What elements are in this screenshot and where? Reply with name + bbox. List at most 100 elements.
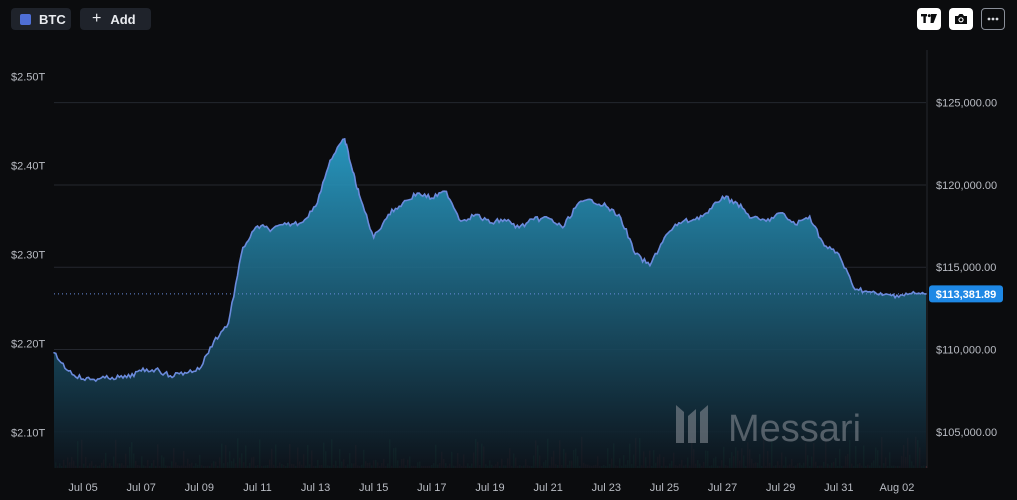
price-area-fill: [54, 138, 926, 468]
data-point: [547, 217, 549, 219]
data-point: [154, 368, 157, 371]
data-point: [460, 220, 462, 222]
messari-logo-icon: [676, 405, 708, 443]
current-price-tag: $113,381.89: [929, 285, 1003, 303]
x-axis-tick-label: Jul 15: [359, 482, 388, 494]
x-axis-tick-label: Jul 25: [650, 482, 679, 494]
more-options-icon[interactable]: [981, 8, 1005, 30]
data-point: [896, 294, 898, 296]
x-axis-tick-label: Jul 29: [766, 482, 795, 494]
data-point: [445, 190, 448, 193]
data-point: [67, 370, 70, 372]
data-point: [590, 199, 593, 201]
x-axis-tick-label: Jul 31: [824, 482, 853, 494]
left-axis-tick-label: $2.50T: [11, 72, 46, 84]
right-axis-tick-label: $110,000.00: [936, 345, 996, 357]
data-point: [794, 223, 796, 226]
watermark-text: Messari: [728, 408, 861, 450]
right-axis-tick-label: $120,000.00: [936, 180, 997, 192]
right-axis: $105,000.00 $110,000.00 $115,000.00 $120,00…: [936, 98, 997, 439]
x-axis-tick-label: Aug 02: [879, 482, 914, 494]
right-axis-tick-label: $105,000.00: [936, 427, 997, 439]
data-point: [82, 378, 84, 380]
data-point: [402, 202, 404, 204]
current-price-label: $113,381.89: [936, 289, 997, 301]
add-label: Add: [110, 11, 136, 27]
data-point: [808, 215, 811, 217]
x-axis-tick-label: Jul 05: [68, 482, 97, 494]
data-point: [707, 212, 709, 214]
data-point: [387, 213, 390, 216]
tradingview-logo-icon[interactable]: [917, 8, 941, 30]
data-point: [285, 223, 288, 226]
left-axis-tick-label: $2.30T: [11, 250, 46, 262]
x-axis-tick-label: Jul 23: [592, 482, 621, 494]
messari-watermark: Messari: [676, 405, 861, 450]
data-point: [184, 371, 186, 374]
left-axis-tick-label: $2.20T: [11, 338, 46, 350]
data-point: [852, 286, 855, 288]
data-point: [503, 218, 506, 221]
data-point: [198, 368, 201, 371]
data-point: [416, 192, 419, 194]
asset-color-swatch: [20, 13, 31, 25]
data-point: [765, 220, 767, 222]
x-axis-tick-label: Jul 27: [708, 482, 737, 494]
data-point: [663, 236, 666, 239]
add-asset-button[interactable]: + Add: [80, 8, 151, 30]
data-point: [634, 253, 637, 255]
data-point: [431, 197, 433, 199]
data-point: [649, 264, 651, 267]
data-point: [678, 222, 680, 224]
data-point: [271, 228, 273, 231]
data-point: [736, 202, 738, 204]
data-point: [256, 225, 259, 227]
price-area: [53, 137, 927, 468]
data-point: [213, 340, 215, 343]
data-point: [692, 218, 695, 221]
x-axis-tick-label: Jul 21: [533, 482, 562, 494]
data-point: [358, 194, 361, 196]
data-point: [140, 370, 142, 372]
data-point: [838, 253, 840, 255]
data-point: [620, 217, 622, 219]
data-point: [227, 322, 230, 325]
data-point: [489, 222, 491, 224]
left-axis: $2.10T $2.20T $2.30T $2.40T $2.50T: [11, 72, 46, 440]
plus-icon: +: [92, 10, 102, 27]
data-point: [242, 246, 244, 249]
x-axis-tick-label: Jul 11: [243, 482, 272, 494]
data-point: [881, 294, 884, 296]
data-point: [169, 375, 172, 377]
data-point: [329, 159, 331, 162]
asset-chip-btc[interactable]: BTC: [11, 8, 71, 30]
data-point: [343, 138, 346, 140]
x-axis-tick-label: Jul 09: [185, 482, 214, 494]
x-axis-tick-label: Jul 07: [127, 482, 156, 494]
data-point: [779, 212, 782, 214]
x-axis-tick-label: Jul 17: [417, 482, 446, 494]
data-point: [96, 378, 99, 380]
data-point: [750, 217, 753, 219]
x-axis-tick-label: Jul 19: [475, 482, 504, 494]
data-point: [351, 167, 353, 170]
toolbar: BTC + Add: [0, 0, 1017, 40]
data-point: [910, 292, 913, 295]
data-point: [125, 376, 128, 379]
x-axis: Jul 05 Jul 07 Jul 09 Jul 11 Jul 13 Jul 15 Jul …: [68, 482, 914, 494]
data-point: [823, 245, 826, 247]
data-point: [474, 213, 477, 216]
data-point: [561, 226, 564, 229]
asset-label: BTC: [39, 11, 66, 27]
price-chart[interactable]: Messari $2.10T $2.20T $2.30T $2.40T $2.50T $…: [0, 40, 1017, 500]
data-point: [721, 195, 724, 198]
left-axis-tick-label: $2.10T: [11, 427, 46, 439]
x-axis-tick-label: Jul 13: [301, 482, 330, 494]
camera-icon[interactable]: [949, 8, 973, 30]
data-point: [576, 203, 578, 206]
data-point: [372, 236, 375, 239]
data-point: [605, 205, 608, 208]
data-point: [300, 222, 302, 224]
data-point: [53, 352, 55, 354]
data-point: [518, 226, 520, 229]
